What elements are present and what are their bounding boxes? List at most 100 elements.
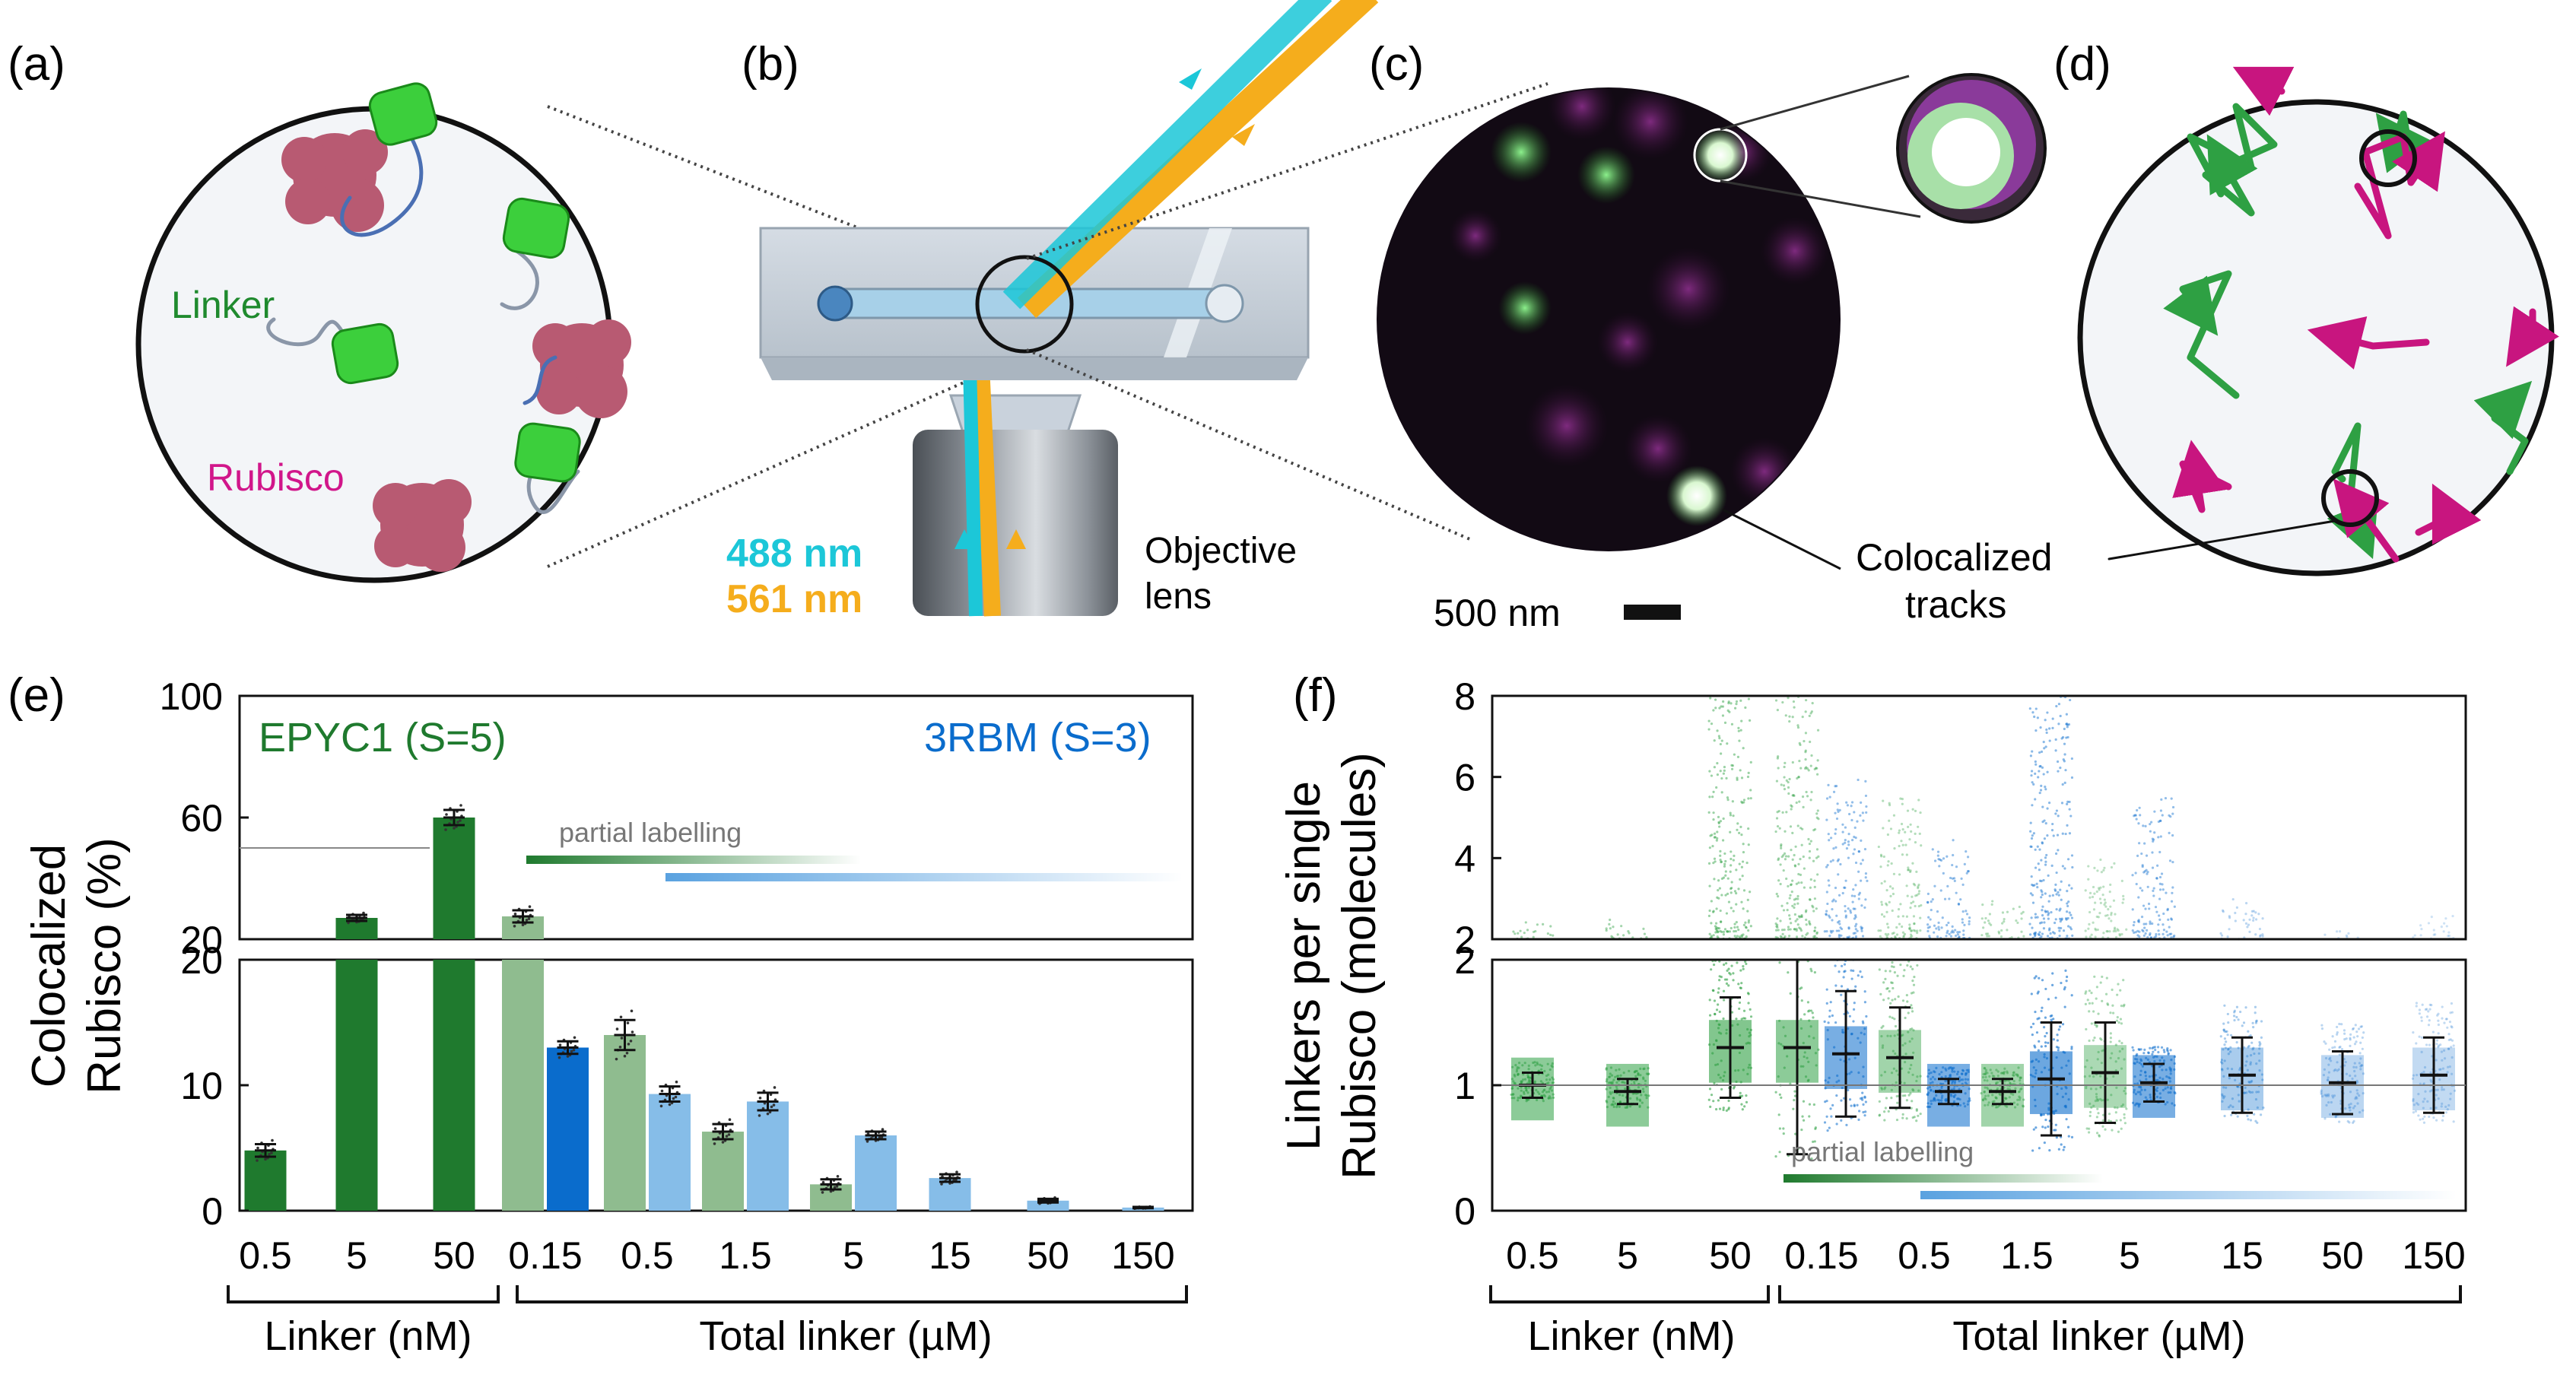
objective-label-line2: lens bbox=[1145, 576, 1212, 617]
point bbox=[1828, 914, 1831, 917]
point bbox=[1988, 1075, 1991, 1078]
point bbox=[2159, 1096, 2162, 1100]
point bbox=[1735, 921, 1738, 924]
point bbox=[2063, 1005, 2066, 1008]
point bbox=[1904, 1042, 1907, 1045]
point bbox=[2029, 821, 2032, 824]
point bbox=[2170, 917, 2173, 920]
point bbox=[1790, 804, 1793, 807]
point bbox=[2099, 858, 2102, 862]
point bbox=[1520, 1080, 1523, 1084]
point bbox=[1847, 1088, 1850, 1092]
point bbox=[1907, 1094, 1911, 1097]
point bbox=[1781, 700, 1784, 704]
point bbox=[2156, 1046, 2160, 1049]
wavelength-561-label: 561 nm bbox=[726, 577, 862, 621]
point bbox=[2162, 1049, 2165, 1052]
point bbox=[2047, 917, 2050, 920]
point bbox=[1917, 890, 1921, 893]
point bbox=[1611, 1081, 1614, 1084]
point bbox=[2427, 1024, 2431, 1027]
point bbox=[1738, 831, 1741, 834]
point bbox=[2070, 1135, 2074, 1138]
point bbox=[2145, 868, 2148, 872]
point bbox=[2020, 912, 2023, 915]
point bbox=[1717, 735, 1720, 738]
point bbox=[2063, 988, 2066, 991]
point bbox=[2144, 932, 2147, 935]
point bbox=[1786, 909, 1789, 912]
point bbox=[2114, 935, 2118, 939]
point bbox=[2225, 1030, 2228, 1033]
chart-e-xtick-label: 0.15 bbox=[508, 1234, 582, 1277]
point bbox=[1953, 879, 1956, 882]
point bbox=[2139, 1069, 2142, 1072]
point bbox=[2028, 707, 2031, 710]
point bbox=[2131, 908, 2134, 911]
point bbox=[1642, 927, 1645, 930]
point bbox=[2039, 764, 2042, 768]
point bbox=[1812, 906, 1815, 909]
point bbox=[1717, 1003, 1720, 1006]
point bbox=[2231, 1097, 2235, 1100]
point bbox=[2334, 1115, 2338, 1118]
point bbox=[1995, 1097, 1998, 1100]
point bbox=[2038, 976, 2041, 980]
point bbox=[2348, 1106, 2351, 1110]
point bbox=[1716, 830, 1719, 833]
point bbox=[2009, 1092, 2012, 1095]
point bbox=[1730, 764, 1733, 767]
point bbox=[1707, 1098, 1710, 1101]
point bbox=[2157, 1051, 2160, 1054]
point bbox=[1892, 1049, 1895, 1053]
point bbox=[1719, 859, 1722, 862]
point bbox=[2221, 909, 2225, 912]
point bbox=[1859, 1041, 1862, 1044]
point bbox=[1736, 935, 1739, 938]
point bbox=[2443, 1021, 2446, 1024]
point bbox=[1605, 1080, 1609, 1083]
point bbox=[2107, 1003, 2110, 1006]
point bbox=[1726, 877, 1730, 880]
chart-f-xtick-label: 0.5 bbox=[1506, 1234, 1559, 1277]
point bbox=[2057, 1028, 2060, 1031]
point bbox=[1883, 880, 1886, 883]
point bbox=[2057, 770, 2060, 773]
point bbox=[2033, 932, 2036, 935]
point bbox=[1739, 1034, 1742, 1037]
point bbox=[1850, 1104, 1853, 1107]
point bbox=[1726, 709, 1730, 713]
point bbox=[2170, 932, 2173, 935]
point bbox=[1622, 934, 1625, 937]
point bbox=[1813, 897, 1816, 900]
point bbox=[1793, 865, 1797, 868]
point bbox=[2044, 1035, 2047, 1038]
point bbox=[2259, 934, 2262, 937]
point bbox=[1857, 778, 1860, 782]
point bbox=[2154, 906, 2158, 909]
point bbox=[1936, 935, 1939, 938]
point bbox=[1633, 1081, 1636, 1084]
point bbox=[2133, 1075, 2136, 1078]
point bbox=[1927, 1068, 1930, 1072]
point bbox=[1732, 859, 1735, 862]
point bbox=[1777, 1042, 1780, 1045]
point bbox=[2060, 880, 2063, 883]
point bbox=[1734, 929, 1737, 933]
point bbox=[2140, 852, 2143, 856]
point bbox=[2055, 893, 2058, 896]
point bbox=[1892, 1067, 1895, 1070]
point bbox=[2085, 935, 2088, 938]
bar-point bbox=[570, 1049, 573, 1053]
point bbox=[2055, 1136, 2058, 1139]
point bbox=[1937, 858, 1940, 861]
point bbox=[1879, 865, 1882, 868]
point bbox=[2153, 810, 2156, 813]
point bbox=[1887, 926, 1890, 929]
point bbox=[2357, 1027, 2361, 1030]
point bbox=[2039, 789, 2043, 792]
point bbox=[2429, 1071, 2432, 1074]
point bbox=[1777, 767, 1780, 770]
point bbox=[2144, 1096, 2147, 1099]
point bbox=[2067, 1135, 2070, 1138]
